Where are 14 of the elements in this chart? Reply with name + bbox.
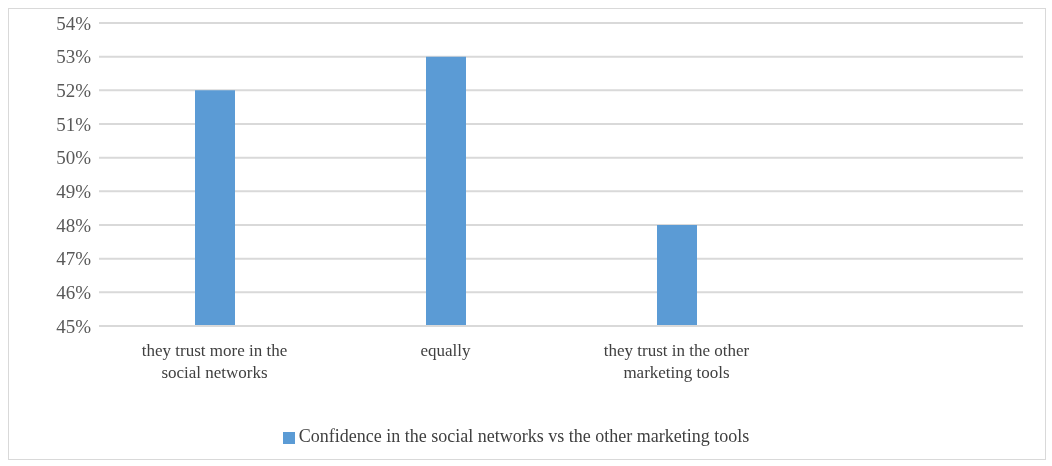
y-tick-label: 50%	[56, 147, 92, 169]
x-tick-label: they trust in the other marketing tools	[603, 341, 750, 382]
x-tick-label: equally	[420, 341, 472, 360]
y-tick-label: 52%	[56, 80, 92, 102]
y-tick-label: 49%	[56, 181, 92, 203]
y-tick-label: 51%	[56, 113, 92, 135]
y-tick-label: 48%	[56, 214, 92, 236]
y-tick-label: 53%	[56, 46, 92, 68]
y-tick-label: 47%	[56, 248, 92, 270]
y-tick-label: 45%	[56, 315, 92, 337]
legend-label: Confidence in the social networks vs the other marketing tools	[298, 426, 750, 446]
x-tick-label: they trust more in the social networks	[141, 341, 288, 382]
y-tick-label: 54%	[56, 12, 92, 34]
y-tick-label: 46%	[56, 282, 92, 304]
